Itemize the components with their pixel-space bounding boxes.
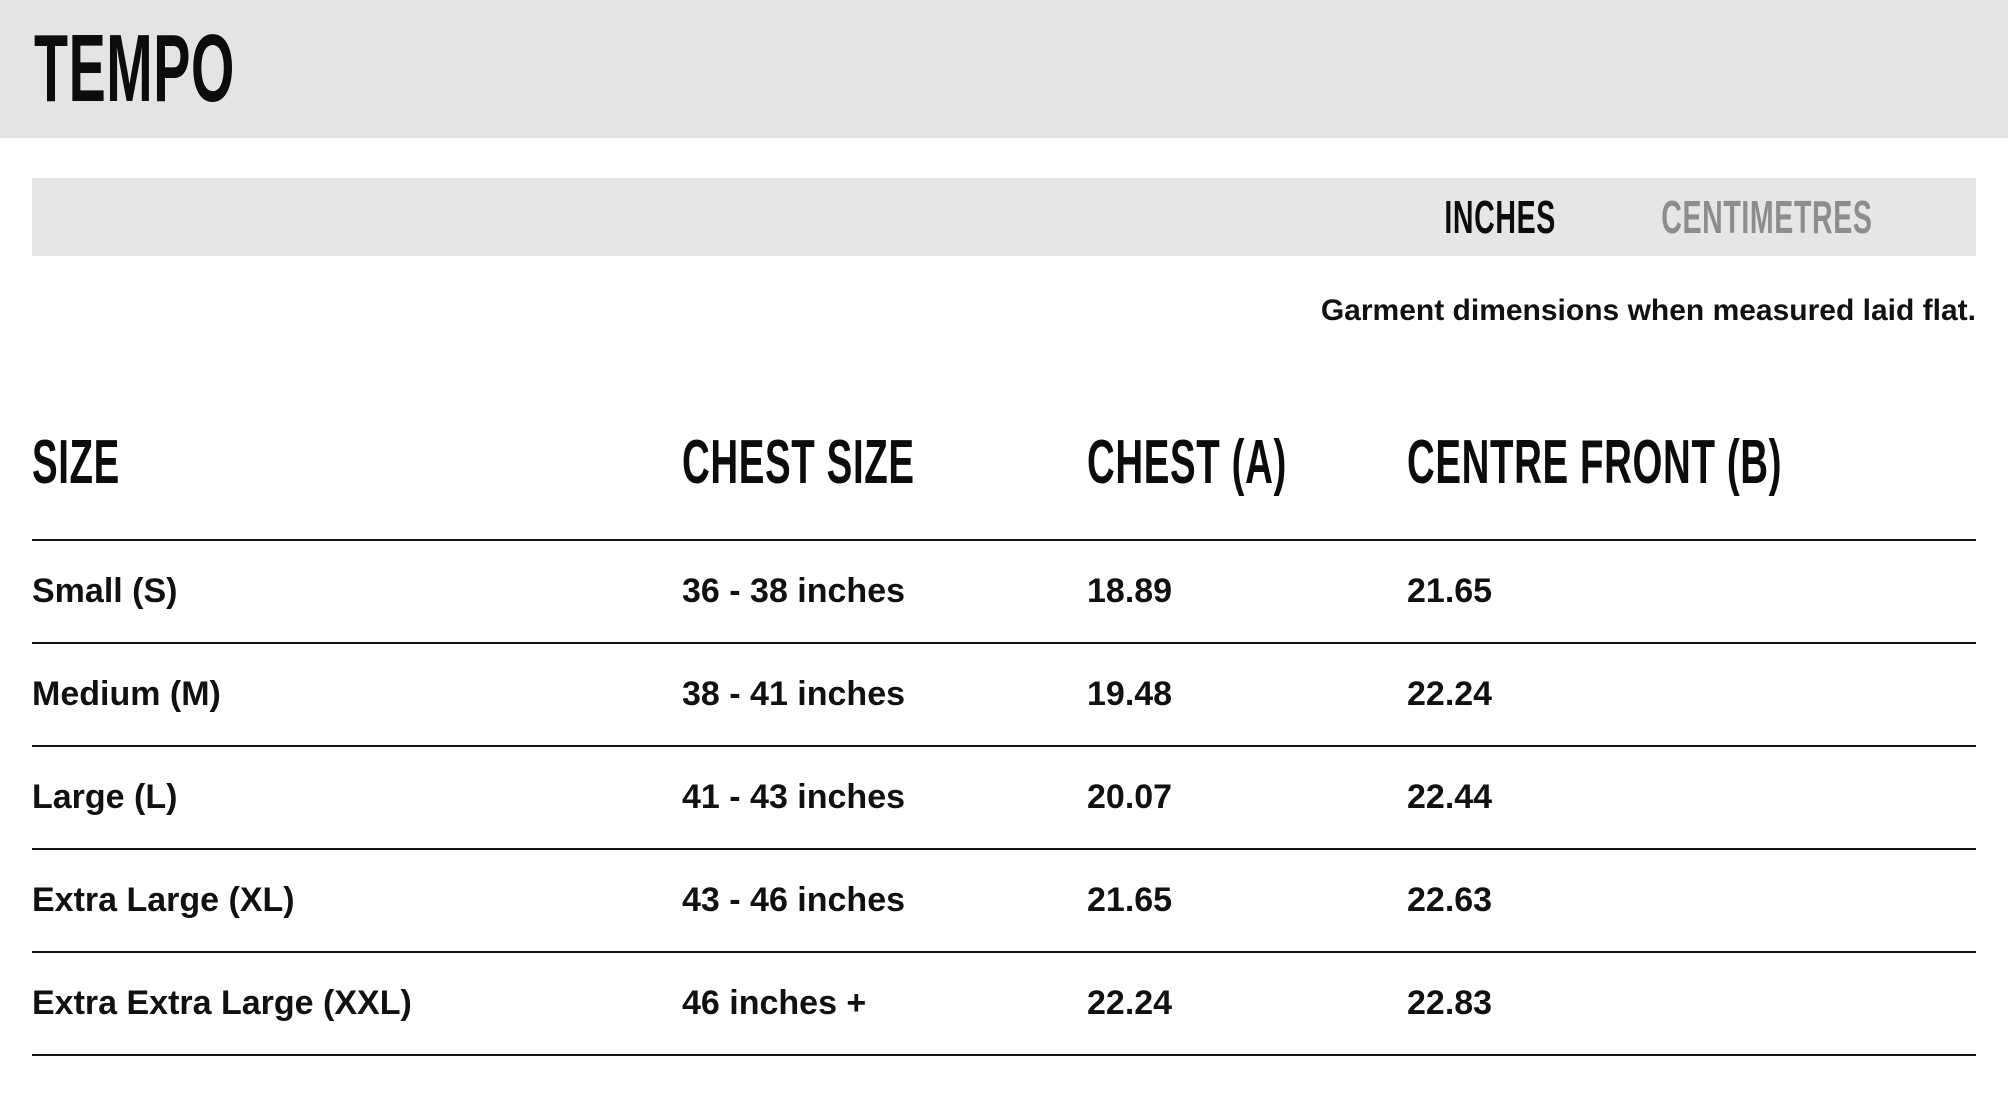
table-cell: Extra Large (XL) [32, 881, 295, 919]
unit-toggle-group: INCHES CENTIMETRES [1444, 194, 1872, 240]
unit-toggle-inches[interactable]: INCHES [1443, 191, 1556, 243]
column-header: CHEST (A) [1087, 432, 1407, 494]
table-row: Large (L) 41 - 43 inches 20.07 22.44 [32, 747, 1976, 850]
table-cell: Small (S) [32, 572, 178, 610]
size-table: SIZE CHEST SIZE CHEST (A) CENTRE FRONT (B) … [32, 432, 1976, 1056]
unit-toggle-bar: INCHES CENTIMETRES [32, 178, 1976, 256]
column-header-label: CENTRE FRONT (B) [1407, 428, 1783, 497]
table-row: Extra Large (XL) 43 - 46 inches 21.65 22.63 [32, 850, 1976, 953]
table-cell: 38 - 41 inches [682, 675, 906, 713]
table-cell: Large (L) [32, 778, 178, 816]
table-cell: Medium (M) [32, 675, 221, 713]
column-header-label: CHEST (A) [1087, 428, 1287, 497]
table-row: Small (S) 36 - 38 inches 18.89 21.65 [32, 541, 1976, 644]
table-cell: 21.65 [1087, 881, 1173, 919]
table-cell: 22.63 [1407, 881, 1493, 919]
size-table-header-row: SIZE CHEST SIZE CHEST (A) CENTRE FRONT (B) [32, 432, 1976, 541]
table-cell: 21.65 [1407, 572, 1493, 610]
table-cell: Extra Extra Large (XXL) [32, 984, 412, 1022]
size-table-body: Small (S) 36 - 38 inches 18.89 21.65 Medium … [32, 541, 1976, 1056]
table-cell: 43 - 46 inches [682, 881, 906, 919]
table-cell: 20.07 [1087, 778, 1173, 816]
table-cell: 36 - 38 inches [682, 572, 906, 610]
table-cell: 19.48 [1087, 675, 1173, 713]
table-cell: 41 - 43 inches [682, 778, 906, 816]
column-header-label: CHEST SIZE [682, 428, 915, 497]
column-header: CENTRE FRONT (B) [1407, 432, 2008, 494]
table-row: Extra Extra Large (XXL) 46 inches + 22.24 2… [32, 953, 1976, 1056]
table-cell: 22.24 [1087, 984, 1173, 1022]
column-header-label: SIZE [32, 428, 120, 497]
column-header: SIZE [32, 432, 682, 494]
table-cell: 22.24 [1407, 675, 1493, 713]
measurement-note: Garment dimensions when measured laid fl… [1320, 294, 1976, 327]
table-cell: 18.89 [1087, 572, 1173, 610]
table-cell: 22.44 [1407, 778, 1493, 816]
table-cell: 22.83 [1407, 984, 1493, 1022]
table-row: Medium (M) 38 - 41 inches 19.48 22.24 [32, 644, 1976, 747]
brand-title: TEMPO [34, 21, 380, 117]
header-band: TEMPO [0, 0, 2008, 138]
brand-title-text: TEMPO [34, 15, 235, 122]
column-header: CHEST SIZE [682, 432, 1087, 494]
table-cell: 46 inches + [682, 984, 867, 1022]
unit-toggle-centimetres[interactable]: CENTIMETRES [1660, 191, 1872, 243]
